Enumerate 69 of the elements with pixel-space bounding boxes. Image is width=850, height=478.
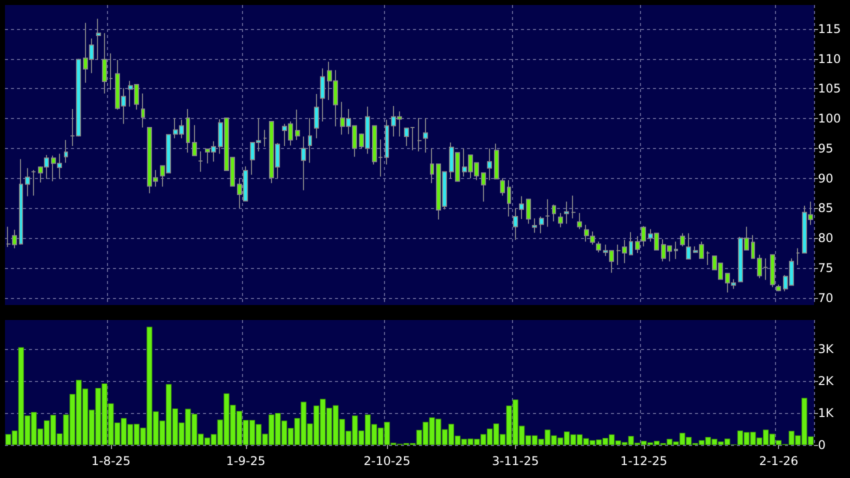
y-tick-label: 1K	[818, 406, 835, 420]
candlestick	[192, 124, 197, 156]
y-tick-label: 85	[818, 201, 834, 216]
y-tick-label: 100	[818, 112, 841, 126]
candlestick	[629, 232, 633, 256]
y-tick-label: 90	[818, 171, 834, 186]
candlestick	[558, 212, 563, 228]
candlestick	[263, 129, 267, 148]
x-tick-label: 1-8-25	[91, 454, 131, 468]
candlestick	[308, 117, 312, 164]
y-tick-label: 110	[818, 52, 841, 66]
candlestick	[584, 224, 589, 242]
candlestick	[481, 172, 486, 202]
x-tick-label: 1-9-25	[226, 454, 266, 468]
candlestick	[532, 218, 537, 234]
candlestick	[571, 195, 576, 219]
candlestick	[552, 204, 556, 222]
candlestick	[796, 248, 800, 266]
candlestick	[674, 241, 678, 260]
candlestick	[198, 150, 203, 172]
candlestick	[64, 140, 68, 164]
candlestick	[141, 92, 145, 128]
candlestick	[513, 208, 518, 240]
candlestick	[487, 148, 492, 181]
candlestick	[25, 168, 30, 197]
y-tick-label: 75	[818, 260, 834, 275]
candlestick	[680, 232, 685, 247]
candlestick	[751, 234, 755, 259]
candlestick	[526, 198, 531, 224]
candlestick	[295, 109, 300, 141]
candlestick	[539, 216, 544, 234]
candlestick	[494, 143, 499, 180]
y-tick-label: 0	[818, 438, 826, 452]
y-tick-label: 70	[818, 290, 834, 305]
y-tick-label: 115	[818, 22, 841, 36]
candlestick	[770, 254, 775, 288]
y-tick-label: 80	[818, 231, 834, 246]
candlestick	[314, 94, 319, 139]
candlestick	[507, 180, 511, 218]
x-tick-label: 1-12-25	[620, 454, 668, 468]
candlestick	[186, 108, 190, 154]
candlestick	[545, 198, 550, 228]
candlestick	[686, 232, 691, 260]
candlestick	[96, 18, 101, 60]
candlestick	[500, 178, 505, 196]
candlestick	[423, 117, 428, 154]
x-tick-label: 2-10-25	[364, 454, 410, 468]
candlestick	[385, 119, 389, 166]
candlestick	[577, 212, 582, 230]
candlestick	[706, 250, 710, 266]
candlestick	[320, 68, 325, 122]
candlestick	[564, 201, 569, 224]
candlestick	[31, 169, 36, 196]
candlestick	[596, 241, 601, 253]
candlestick	[430, 148, 434, 184]
candlestick	[109, 52, 113, 90]
candlestick	[776, 284, 781, 292]
candlestick	[102, 32, 107, 94]
y-tick-label: 105	[818, 82, 841, 96]
y-tick-label: 3K	[818, 342, 835, 356]
candlestick	[19, 158, 23, 246]
candlestick	[590, 230, 595, 246]
candlestick	[301, 136, 306, 191]
y-tick-label: 2K	[818, 374, 835, 388]
candlestick	[417, 117, 422, 152]
x-tick-label: 2-1-26	[759, 454, 798, 468]
candlestick	[519, 196, 524, 220]
y-tick-label: 95	[818, 141, 834, 156]
x-tick-label: 3-11-25	[492, 454, 539, 468]
